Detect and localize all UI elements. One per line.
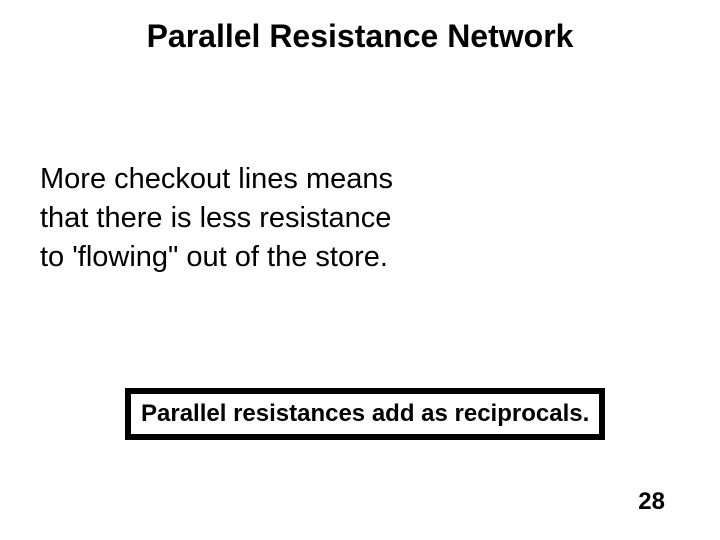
slide-title: Parallel Resistance Network [0,18,720,55]
body-line-3: to 'flowing" out of the store. [40,238,393,277]
boxed-statement: Parallel resistances add as reciprocals. [125,388,605,440]
body-line-2: that there is less resistance [40,199,393,238]
slide-body: More checkout lines means that there is … [40,160,393,277]
body-line-1: More checkout lines means [40,160,393,199]
page-number: 28 [638,488,665,516]
